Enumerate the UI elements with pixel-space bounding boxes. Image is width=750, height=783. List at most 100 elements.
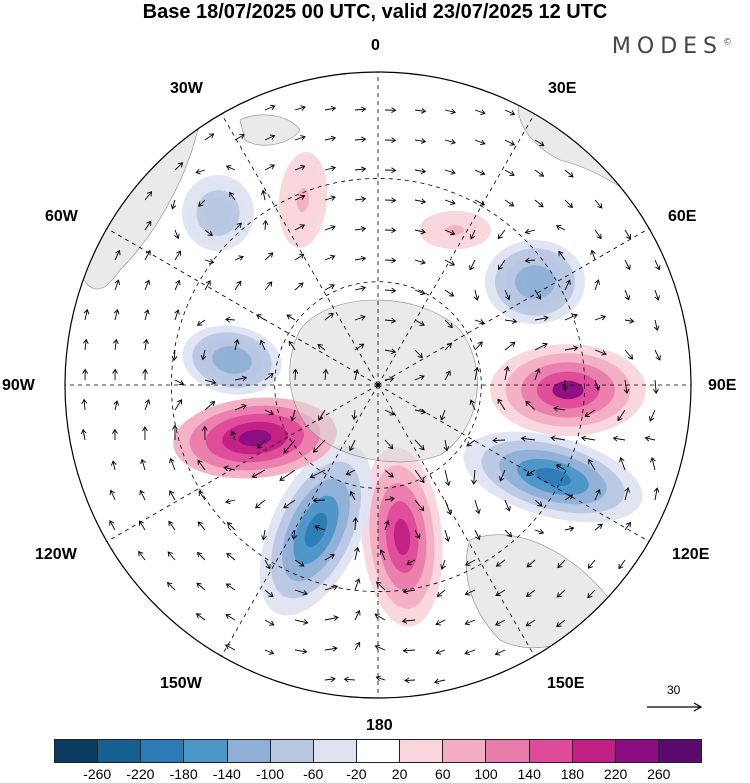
colorbar-tick-label: -260 (83, 766, 112, 782)
wind-arrow (504, 199, 515, 207)
wind-arrow (474, 169, 486, 176)
wind-arrow (81, 398, 88, 411)
wind-arrow (139, 489, 146, 501)
wind-arrow (444, 108, 457, 115)
wind-arrow (414, 289, 426, 296)
wind-arrow (294, 253, 305, 261)
wind-arrow (444, 259, 456, 266)
wind-arrow (229, 191, 236, 201)
anomaly-contour (304, 512, 328, 548)
colorbar-tick-label: 220 (603, 766, 628, 782)
wind-arrow (144, 191, 153, 201)
wind-arrow (264, 409, 274, 416)
wind-arrow (414, 469, 425, 484)
wind-arrow (259, 339, 266, 351)
wind-arrow (465, 559, 476, 566)
wind-arrow (594, 349, 607, 356)
wind-arrow (324, 225, 336, 231)
colorbar-cell (356, 740, 401, 762)
wind-arrow (294, 135, 306, 141)
lon-label-150e: 150E (547, 675, 585, 692)
wind-arrow (557, 559, 566, 569)
wind-arrow (226, 552, 236, 561)
colorbar-tick-label: -220 (126, 766, 155, 782)
wind-arrow (374, 613, 386, 621)
wind-arrow (324, 165, 337, 172)
wind-arrow (226, 522, 236, 531)
wind-arrow (440, 559, 446, 570)
wind-arrow (195, 168, 206, 175)
colorbar-cell (443, 740, 487, 762)
wind-arrow (354, 166, 367, 173)
wind-arrow (444, 169, 456, 175)
wind-arrow (654, 289, 660, 301)
wind-arrow (318, 409, 326, 421)
wind-arrow (564, 313, 578, 321)
wind-arrow (588, 459, 596, 471)
wind-arrow (109, 520, 116, 531)
wind-arrow (435, 649, 446, 655)
anomaly-field (173, 140, 646, 627)
wind-arrow (444, 469, 451, 487)
wind-arrow (264, 559, 271, 570)
wind-arrow (169, 490, 176, 501)
wind-arrow (464, 589, 476, 596)
wind-arrow (354, 546, 360, 561)
wind-arrow (384, 107, 397, 114)
wind-arrow (556, 589, 566, 598)
wind-arrow (204, 133, 215, 141)
lon-label-90e: 90E (708, 377, 737, 394)
wind-arrow (354, 255, 367, 262)
wind-arrow (113, 338, 119, 351)
wind-arrow (444, 499, 452, 516)
wind-arrow (594, 379, 601, 391)
wind-arrow (612, 435, 626, 442)
wind-arrow (494, 649, 506, 656)
wind-arrow (534, 315, 549, 322)
wind-arrow (294, 619, 309, 625)
colorbar-cell (658, 740, 702, 762)
wind-arrow (414, 198, 427, 205)
anomaly-contour (552, 380, 584, 400)
wind-arrow (196, 319, 206, 326)
wind-arrow (294, 589, 308, 596)
wind-arrow (439, 409, 446, 421)
wind-arrow (384, 317, 397, 324)
wind-arrow (294, 559, 305, 567)
wind-arrow (504, 499, 511, 512)
wind-arrow (469, 229, 476, 240)
wind-arrow (174, 309, 180, 321)
wind-arrow (324, 584, 339, 591)
wind-arrow (351, 409, 358, 421)
wind-arrow (261, 529, 267, 541)
wind-arrow (525, 619, 536, 627)
wind-arrow (555, 224, 566, 231)
wind-arrow (414, 319, 425, 326)
wind-arrow (564, 199, 573, 209)
wind-arrow (414, 349, 423, 359)
lon-label-30e: 30E (548, 80, 577, 97)
anomaly-contour (535, 467, 571, 487)
wind-arrow (291, 529, 297, 540)
colorbar-tick-label: 20 (391, 766, 408, 782)
wind-arrow (234, 280, 242, 291)
wind-arrow (473, 289, 480, 301)
land-mass (239, 114, 301, 146)
wind-arrow (204, 400, 216, 411)
wind-arrow (495, 619, 506, 626)
wind-arrow (256, 314, 266, 321)
wind-arrow (525, 400, 536, 411)
wind-arrow (294, 224, 306, 231)
wind-arrow (80, 428, 87, 441)
wind-arrow (251, 469, 266, 478)
wind-arrow (317, 344, 326, 351)
wind-arrow (286, 314, 296, 321)
modes-logo: MODES© (611, 34, 732, 59)
wind-arrow (112, 368, 119, 381)
wind-arrow (499, 469, 506, 482)
wind-arrow (414, 439, 425, 451)
wind-arrow (464, 619, 476, 626)
wind-arrow (474, 319, 485, 325)
wind-arrow (349, 490, 356, 501)
wind-arrow (466, 439, 476, 447)
